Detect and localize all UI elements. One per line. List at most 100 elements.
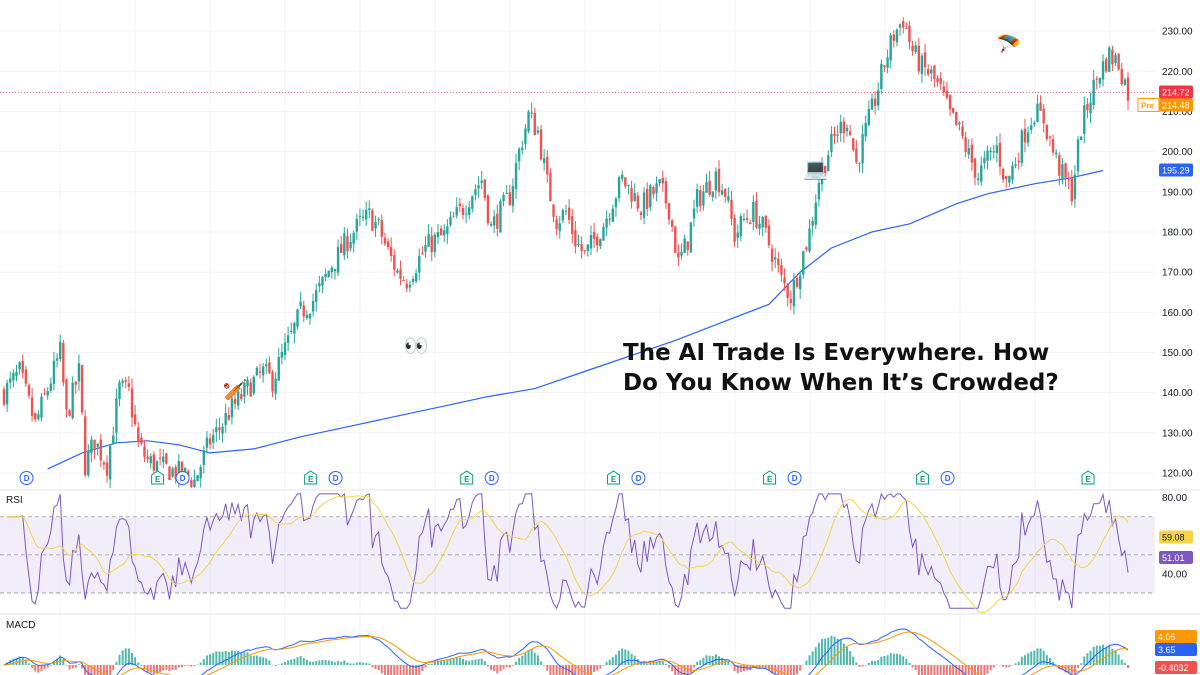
macd-histogram-bar [717, 656, 720, 665]
macd-histogram-bar [224, 650, 227, 665]
candle-body [745, 218, 749, 220]
macd-histogram-bar [12, 658, 15, 665]
candle [46, 387, 49, 400]
candle-body [268, 362, 271, 374]
candle-body [552, 204, 555, 217]
macd-histogram-bar [933, 665, 936, 675]
candle-body [9, 378, 12, 383]
macd-histogram-bar [433, 661, 436, 665]
macd-histogram-bar [565, 665, 567, 675]
candle-body [377, 219, 380, 221]
candle [611, 204, 615, 223]
candle [1117, 53, 1120, 71]
candle-body [845, 127, 849, 132]
candle [733, 214, 736, 248]
macd-histogram-bar [983, 665, 986, 675]
candle-body [436, 231, 440, 238]
earnings-marker[interactable]: E [304, 470, 318, 485]
macd-pane[interactable]: MACD 4.06 3.65 -0.4032 [3, 620, 1197, 675]
dividend-marker[interactable]: D [484, 471, 499, 485]
macd-histogram-bar [864, 665, 867, 666]
earnings-marker[interactable]: E [460, 470, 474, 485]
candle-body [767, 225, 771, 246]
macd-histogram-bar [490, 665, 493, 670]
earnings-shape [763, 470, 777, 485]
candle [533, 107, 536, 136]
macd-histogram-bar [87, 665, 90, 675]
candle [218, 417, 221, 441]
dividend-marker[interactable]: D [175, 471, 190, 485]
dividend-marker[interactable]: D [19, 471, 34, 485]
macd-histogram-bar [118, 654, 121, 665]
dividend-marker[interactable]: D [940, 471, 955, 485]
macd-histogram-bar [899, 654, 902, 665]
parachute-icon: 🪂 [997, 32, 1022, 56]
macd-histogram-bar [942, 665, 945, 675]
candle [895, 28, 899, 47]
macd-histogram-bar [811, 651, 814, 665]
candle [146, 449, 149, 464]
earnings-marker[interactable]: E [606, 470, 620, 485]
candle-body [870, 98, 874, 110]
earnings-letter: E [920, 475, 926, 484]
candle [9, 371, 12, 390]
macd-histogram-bar [212, 652, 215, 665]
macd-histogram-bar [721, 657, 724, 665]
candle-body [202, 450, 206, 465]
candle-body [592, 232, 596, 239]
candle-body [108, 445, 112, 480]
candle-body [12, 372, 15, 381]
macd-histogram-bar [327, 660, 330, 665]
candle [926, 64, 930, 77]
macd-histogram-bar [18, 656, 21, 665]
earnings-marker[interactable]: E [151, 470, 165, 485]
candle [983, 150, 986, 169]
candle-body [402, 280, 405, 282]
candle [511, 178, 515, 213]
price-tick-label: 190.00 [1162, 187, 1193, 198]
candle [37, 410, 40, 422]
candle [823, 165, 827, 178]
candle [724, 188, 727, 203]
macd-histogram-bar [187, 665, 190, 666]
dividend-marker[interactable]: D [787, 471, 802, 485]
macd-histogram-bar [159, 665, 162, 673]
dividend-marker[interactable]: D [631, 471, 646, 485]
earnings-marker[interactable]: E [763, 470, 777, 485]
candle [755, 192, 758, 229]
candle-body [96, 443, 99, 447]
earnings-letter: E [1085, 475, 1091, 484]
candle-body [546, 156, 549, 175]
candle-body [761, 217, 764, 228]
candle [171, 466, 174, 478]
candle [967, 138, 970, 159]
candle-body [1070, 177, 1073, 202]
candle [40, 393, 43, 422]
price-badge-value: 214.48 [1162, 100, 1190, 110]
macd-histogram-bar [296, 657, 299, 665]
earnings-marker[interactable]: E [1081, 470, 1095, 485]
macd-histogram-bar [352, 663, 355, 665]
earnings-shape [151, 470, 165, 485]
macd-histogram-bar [365, 662, 368, 665]
dividend-marker[interactable]: D [328, 471, 343, 485]
macd-histogram-bar [468, 660, 471, 665]
earnings-marker[interactable]: E [916, 470, 930, 485]
candle [845, 124, 849, 137]
candle [902, 17, 905, 34]
candle-body [430, 235, 433, 253]
macd-histogram-bar [808, 655, 811, 665]
candle [1104, 57, 1108, 74]
candle-body [895, 29, 899, 43]
candle [299, 292, 302, 310]
candle-body [121, 380, 124, 384]
price-axis[interactable]: 230.00 220.00 210.00 200.00 190.00 180.00 170.… [1162, 27, 1193, 480]
candle-body [711, 191, 714, 198]
candle [1058, 152, 1061, 186]
macd-histogram-bar [234, 651, 237, 665]
candle [405, 278, 408, 293]
rsi-pane[interactable]: RSI 80.00 40.00 59.08 51.01 [0, 492, 1193, 614]
candle [1114, 52, 1117, 67]
